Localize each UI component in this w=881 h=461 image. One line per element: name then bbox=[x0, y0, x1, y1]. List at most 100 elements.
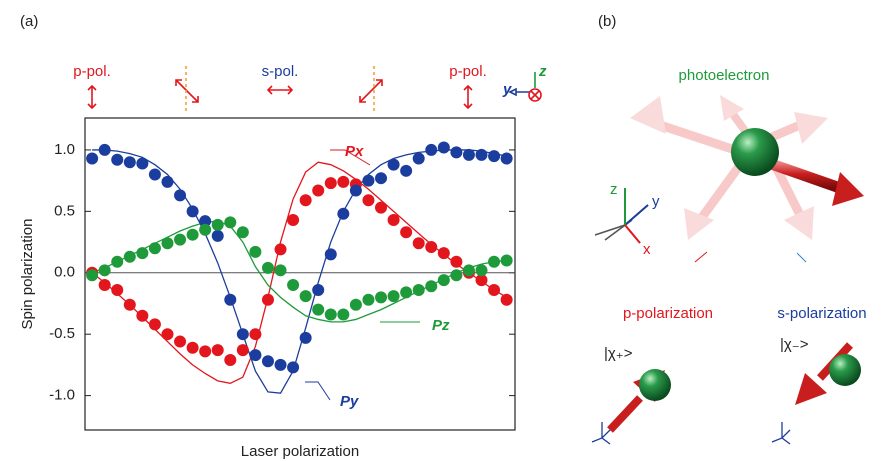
data-point bbox=[187, 205, 199, 217]
data-point bbox=[224, 354, 236, 366]
data-point bbox=[237, 344, 249, 356]
diagram bbox=[592, 95, 864, 444]
data-point bbox=[99, 144, 111, 156]
data-point bbox=[501, 254, 513, 266]
state-label: |χ₊> bbox=[604, 345, 633, 362]
data-point bbox=[212, 344, 224, 356]
data-point bbox=[161, 237, 173, 249]
data-point bbox=[388, 214, 400, 226]
data-point bbox=[325, 177, 337, 189]
diagram-label: s-polarization bbox=[777, 305, 866, 322]
data-point bbox=[350, 299, 362, 311]
data-point bbox=[262, 262, 274, 274]
data-point bbox=[388, 290, 400, 302]
data-point bbox=[287, 279, 299, 291]
data-point bbox=[425, 280, 437, 292]
state-label: |χ₋> bbox=[780, 336, 809, 353]
data-point bbox=[275, 243, 287, 255]
data-point bbox=[450, 269, 462, 281]
plot: -1.0 -0.5 0.0 0.5 1.0 Px Py Pz bbox=[49, 141, 515, 410]
data-point bbox=[375, 172, 387, 184]
y-tick-label: 0.5 bbox=[54, 202, 75, 219]
data-point bbox=[501, 153, 513, 165]
data-point bbox=[161, 328, 173, 340]
data-point bbox=[262, 294, 274, 306]
plot-frame bbox=[85, 118, 515, 430]
data-point bbox=[438, 247, 450, 259]
y-tick-label: -1.0 bbox=[49, 387, 75, 404]
axis-label: y bbox=[502, 81, 512, 98]
data-point bbox=[350, 184, 362, 196]
data-point bbox=[375, 291, 387, 303]
series-label: Pz bbox=[432, 317, 450, 334]
axis-label: x bbox=[643, 241, 651, 258]
y-tick-label: -0.5 bbox=[49, 325, 75, 342]
data-point bbox=[450, 256, 462, 268]
data-point bbox=[413, 284, 425, 296]
data-point bbox=[224, 294, 236, 306]
data-point bbox=[224, 216, 236, 228]
data-point bbox=[174, 234, 186, 246]
data-point bbox=[438, 141, 450, 153]
data-point bbox=[312, 184, 324, 196]
data-point bbox=[300, 332, 312, 344]
data-point bbox=[325, 309, 337, 321]
data-point bbox=[362, 194, 374, 206]
data-point bbox=[450, 146, 462, 158]
data-point bbox=[362, 294, 374, 306]
data-point bbox=[136, 157, 148, 169]
data-point bbox=[312, 284, 324, 296]
data-point bbox=[400, 165, 412, 177]
x-axis-label: Laser polarization bbox=[241, 443, 359, 460]
data-point bbox=[86, 153, 98, 165]
data-point bbox=[501, 294, 513, 306]
pol-label: p-pol. bbox=[449, 63, 487, 80]
series-label: Px bbox=[345, 143, 364, 160]
y-tick-label: 1.0 bbox=[54, 141, 75, 158]
series-label: Py bbox=[340, 393, 359, 410]
data-point bbox=[463, 264, 475, 276]
data-point bbox=[111, 284, 123, 296]
data-point bbox=[86, 269, 98, 281]
data-point bbox=[237, 226, 249, 238]
data-point bbox=[476, 149, 488, 161]
pol-label: p-pol. bbox=[73, 63, 111, 80]
data-point bbox=[400, 286, 412, 298]
data-point bbox=[99, 264, 111, 276]
data-point bbox=[362, 175, 374, 187]
data-point bbox=[413, 153, 425, 165]
data-point bbox=[212, 219, 224, 231]
data-point bbox=[463, 149, 475, 161]
data-point bbox=[149, 318, 161, 330]
data-point bbox=[111, 154, 123, 166]
data-point bbox=[337, 309, 349, 321]
data-point bbox=[337, 208, 349, 220]
data-point bbox=[187, 229, 199, 241]
data-point bbox=[99, 279, 111, 291]
data-point bbox=[287, 214, 299, 226]
data-point bbox=[337, 176, 349, 188]
data-point bbox=[287, 361, 299, 373]
y-tick-label: 0.0 bbox=[54, 264, 75, 281]
data-point bbox=[413, 237, 425, 249]
data-point bbox=[438, 274, 450, 286]
data-point bbox=[161, 176, 173, 188]
data-point bbox=[262, 355, 274, 367]
data-point bbox=[400, 226, 412, 238]
axis-label: z bbox=[538, 63, 547, 80]
fit-line bbox=[92, 221, 507, 322]
data-point bbox=[375, 202, 387, 214]
data-point bbox=[136, 310, 148, 322]
data-point bbox=[212, 230, 224, 242]
data-point bbox=[174, 189, 186, 201]
data-point bbox=[199, 345, 211, 357]
polarization-icons: p-pol. s-pol. p-pol. bbox=[73, 63, 541, 112]
data-point bbox=[249, 349, 261, 361]
data-point bbox=[199, 224, 211, 236]
data-point bbox=[124, 299, 136, 311]
panel-label: (b) bbox=[598, 13, 616, 30]
data-point bbox=[174, 336, 186, 348]
data-point bbox=[425, 241, 437, 253]
axis-label: y bbox=[652, 193, 660, 210]
data-point bbox=[111, 256, 123, 268]
